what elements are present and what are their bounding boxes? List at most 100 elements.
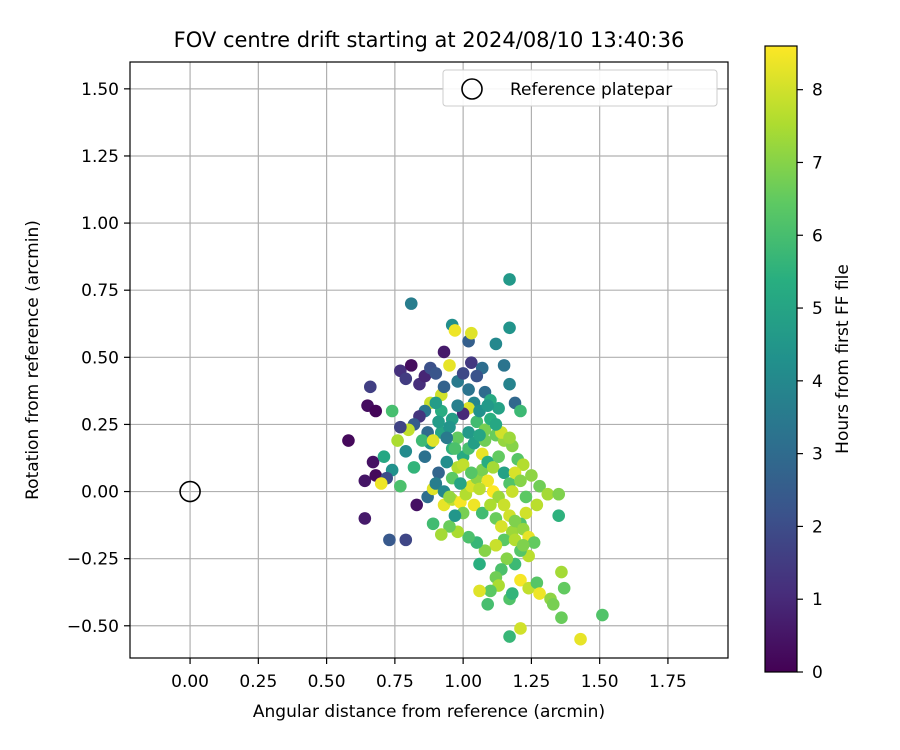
data-point (399, 444, 413, 458)
data-point (503, 377, 516, 391)
data-point (383, 533, 396, 547)
data-point (552, 487, 566, 501)
y-tick-label: 0.50 (81, 348, 119, 368)
x-tick-label: 1.00 (444, 672, 482, 692)
data-point (484, 498, 497, 512)
colorbar-tick-label: 2 (812, 517, 823, 537)
data-point (369, 404, 383, 418)
data-point (363, 380, 377, 394)
y-tick-label: 1.50 (81, 80, 119, 100)
data-point (519, 490, 533, 504)
data-point (358, 512, 372, 525)
data-point (440, 455, 454, 469)
data-point (394, 420, 407, 434)
data-point (533, 479, 546, 493)
data-point (448, 442, 462, 455)
data-point (451, 431, 464, 445)
data-point (456, 367, 470, 380)
data-point (443, 420, 456, 434)
data-point (516, 538, 530, 552)
colorbar: 0 1 2 3 4 5 6 7 8 Hours from first FF file (764, 45, 853, 683)
y-tick-label: −0.25 (67, 550, 119, 570)
data-point (552, 509, 566, 523)
data-point (473, 482, 486, 496)
y-tick-label: −0.50 (67, 617, 119, 637)
colorbar-tick-label: 1 (812, 590, 823, 610)
data-point (596, 608, 609, 622)
data-point (465, 356, 478, 369)
colorbar-label: Hours from first FF file (833, 264, 853, 454)
data-point (489, 418, 503, 431)
data-point (462, 426, 475, 439)
data-point (497, 359, 511, 372)
data-point (366, 455, 380, 469)
data-point (514, 573, 527, 587)
data-point (492, 402, 505, 415)
data-point (530, 498, 544, 512)
data-point (440, 431, 454, 445)
data-point (432, 415, 445, 429)
data-point (514, 622, 527, 635)
chart-title: FOV centre drift starting at 2024/08/10 … (174, 28, 685, 52)
colorbar-tick-label: 0 (812, 663, 823, 683)
colorbar-tick-label: 4 (812, 372, 823, 392)
data-point (503, 630, 516, 643)
data-point (443, 359, 456, 372)
y-tick-label: 0.25 (81, 415, 119, 435)
data-point (489, 337, 503, 351)
x-tick-label: 1.25 (512, 672, 550, 692)
data-point (481, 598, 495, 611)
colorbar-gradient (764, 45, 798, 673)
legend-open-circle-icon (461, 78, 483, 100)
x-axis: 0.00 0.25 0.50 0.75 1.00 1.25 1.50 1.75 (171, 658, 687, 692)
data-point (503, 431, 516, 445)
data-point (470, 415, 484, 429)
data-point (426, 434, 440, 447)
data-point (492, 450, 505, 463)
colorbar-tick-label: 8 (812, 81, 823, 101)
data-point (358, 474, 372, 488)
y-tick-label: 1.00 (81, 214, 119, 234)
data-point (434, 528, 448, 541)
data-point (470, 369, 484, 383)
data-point (546, 598, 560, 611)
y-tick-label: 0.75 (81, 281, 119, 301)
data-point (489, 538, 503, 552)
data-point (533, 587, 546, 600)
data-point (443, 490, 456, 504)
data-point (495, 520, 508, 533)
data-point (407, 461, 421, 474)
data-point (473, 428, 486, 442)
data-point (527, 536, 541, 549)
data-point (574, 632, 587, 646)
y-tick-label: 0.00 (81, 483, 119, 503)
plot-frame (129, 61, 729, 659)
y-axis: −0.50 −0.25 0.00 0.25 0.50 0.75 1.00 1.25 1.50 (67, 80, 130, 637)
grid (130, 62, 728, 658)
data-point (525, 469, 538, 482)
data-point (497, 498, 511, 512)
data-point (486, 461, 500, 474)
data-point (429, 396, 443, 410)
data-point (514, 474, 527, 488)
data-point (404, 297, 418, 310)
legend: Reference platepar (442, 69, 718, 107)
data-point (415, 434, 429, 447)
data-point (475, 506, 489, 520)
x-tick-label: 0.00 (171, 672, 209, 692)
data-point (462, 383, 475, 396)
data-point (448, 509, 462, 523)
data-point (399, 372, 413, 386)
x-tick-label: 1.50 (581, 672, 619, 692)
data-point (451, 399, 464, 412)
data-point (505, 587, 519, 600)
data-point (342, 434, 355, 447)
data-point (473, 557, 486, 571)
data-point (497, 466, 511, 480)
data-point (505, 485, 519, 498)
x-tick-label: 0.75 (376, 672, 414, 692)
data-point (465, 466, 478, 480)
colorbar-tick-label: 3 (812, 445, 823, 465)
data-point (481, 474, 495, 488)
